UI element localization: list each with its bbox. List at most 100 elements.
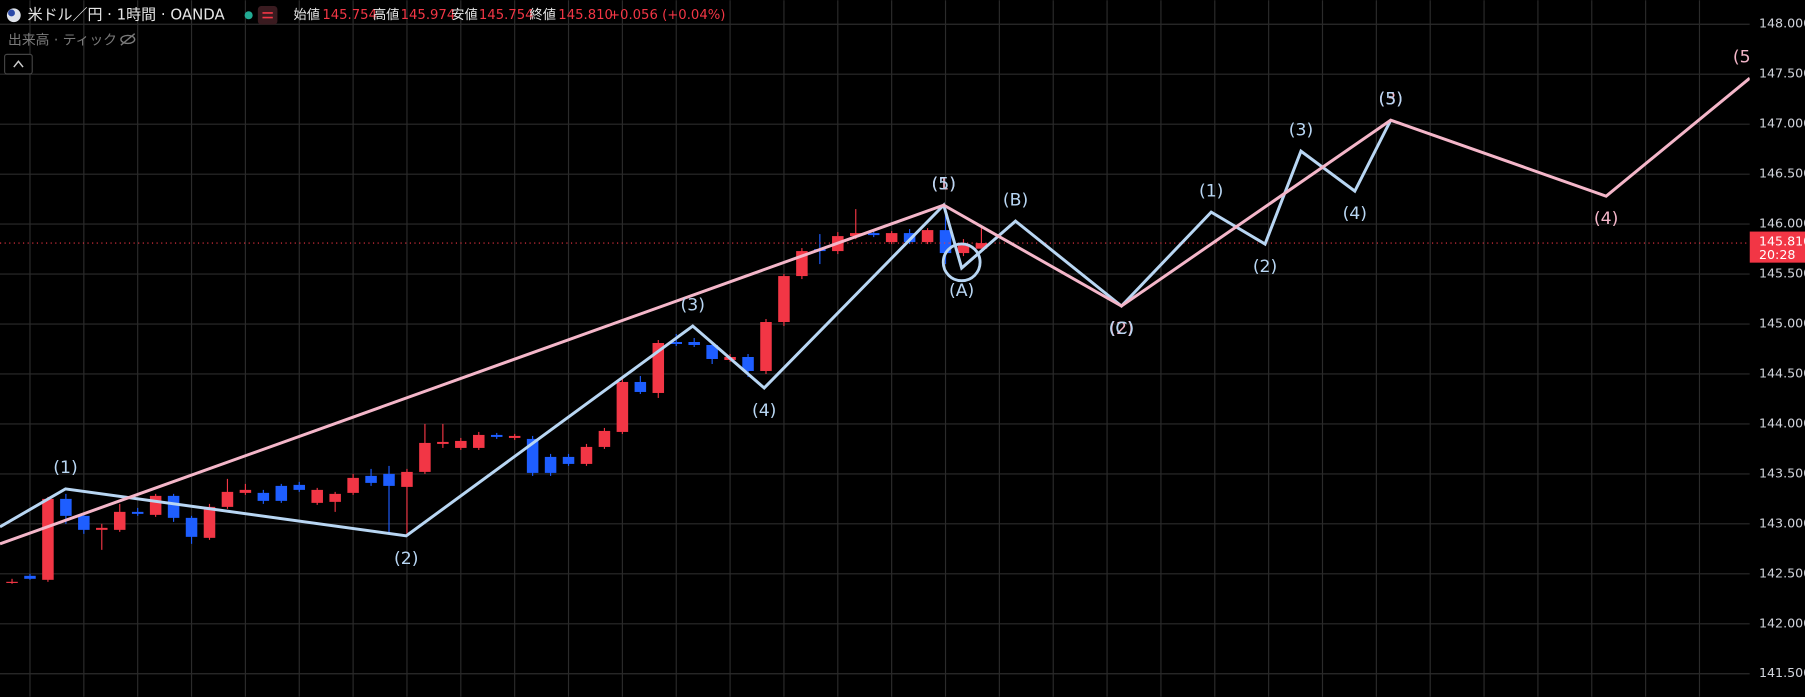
y-tick-label: 144.500 (1759, 365, 1805, 380)
highlight-ring (941, 242, 982, 283)
y-tick-label: 148.000 (1759, 16, 1805, 31)
candle-body (149, 495, 162, 515)
candle-body (580, 446, 593, 464)
candle-body (742, 356, 754, 371)
high-value: 145.974 (401, 8, 456, 23)
wave-label: (2) (1253, 257, 1277, 277)
candle-body (473, 434, 485, 448)
candle-body (24, 575, 36, 579)
candle-body (670, 342, 682, 345)
y-tick-label: 143.500 (1759, 465, 1805, 480)
candle-body (419, 442, 431, 472)
flag-icon (8, 9, 15, 17)
wave-label: (5) (931, 174, 955, 194)
candle-body (939, 230, 952, 254)
low-value: 145.754 (479, 8, 534, 23)
candle-body (6, 581, 18, 583)
wave-label: (3) (1378, 89, 1402, 109)
y-tick-label: 141.500 (1759, 665, 1805, 680)
wave-label: (4) (752, 401, 776, 421)
candle-body (401, 471, 413, 487)
wave-label: (1) (1199, 181, 1223, 201)
close-label: 終値 (530, 7, 556, 23)
candle-body (293, 484, 306, 490)
wave-label: (A) (949, 281, 974, 301)
hide-icon[interactable] (120, 33, 136, 46)
candle-body (60, 498, 72, 516)
collapse-icon (13, 60, 24, 68)
open-value: 145.754 (322, 8, 377, 23)
candle-body (329, 493, 341, 502)
candle-body (849, 233, 862, 237)
candle-body (796, 251, 808, 277)
status-dot (244, 11, 253, 20)
candle-body (616, 381, 629, 432)
change: +0.056 (+0.04%) (609, 8, 726, 23)
wave-line (0, 77, 1751, 546)
high-label: 高値 (373, 6, 399, 23)
candle-body (508, 435, 521, 438)
candle-body (437, 441, 449, 444)
candle-body (652, 343, 665, 393)
candle-body (365, 475, 377, 483)
session-icon (262, 12, 273, 19)
candle-body (957, 245, 970, 254)
candle-body (598, 430, 611, 447)
candle-body (903, 233, 916, 243)
plot: (1)(2)(3)(4)(5)(1)(2)(3)(4)(5)(A)(B)(C)(… (0, 47, 1757, 584)
candle-body (167, 495, 180, 518)
y-tick-label: 145.500 (1759, 266, 1805, 281)
wave-label: (2) (394, 549, 418, 569)
y-tick-label: 145.000 (1759, 316, 1805, 331)
candle-body (185, 517, 198, 537)
candle-body (78, 515, 90, 530)
wave-label: (B) (1003, 190, 1028, 210)
candle-body (544, 456, 557, 473)
candle-body (634, 381, 647, 392)
candle-body (311, 489, 323, 503)
wave-label: (2) (1109, 319, 1133, 339)
candle-body (96, 527, 108, 530)
candle-body (221, 491, 234, 507)
candle-body (347, 477, 359, 493)
candle-body (526, 438, 539, 473)
grid (0, 0, 1750, 697)
volume-label[interactable]: 出来高 · ティック (8, 32, 117, 49)
price-tag (1749, 231, 1805, 263)
collapse-button[interactable] (4, 53, 33, 75)
candle-body (688, 342, 700, 346)
candle-body (257, 492, 270, 501)
candle-body (113, 511, 126, 530)
wave-label: (4) (1594, 209, 1618, 229)
y-tick-label: 146.500 (1759, 166, 1805, 181)
wave-label: (3) (1289, 120, 1313, 140)
candle-body (239, 489, 252, 493)
wave-label: (3) (681, 295, 705, 315)
candle-body (131, 511, 144, 514)
candle-body (760, 322, 772, 371)
candle-body (975, 243, 988, 249)
candle-body (867, 233, 880, 236)
wave-line (0, 119, 1393, 538)
candle-body (42, 498, 54, 580)
y-tick-label: 143.000 (1759, 515, 1805, 530)
wave-label: (C) (1109, 319, 1135, 339)
close-value: 145.810 (558, 8, 613, 23)
candle-body (778, 276, 790, 323)
symbol[interactable]: 米ドル／円 · 1時間 · OANDA (28, 6, 226, 24)
low-label: 安値 (451, 7, 477, 23)
session-icon (257, 6, 278, 25)
y-tick-label: 147.000 (1759, 116, 1805, 131)
wave-label: (5) (1378, 89, 1402, 109)
y-tick-label: 142.000 (1759, 615, 1805, 630)
y-tick-label: 147.500 (1759, 66, 1805, 81)
y-tick-label: 146.000 (1759, 216, 1805, 231)
price-tag-countdown: 20:28 (1759, 247, 1795, 262)
candle-body (490, 434, 503, 437)
wave-label: (1) (931, 174, 955, 194)
candle-body (921, 230, 934, 243)
y-tick-label: 142.500 (1759, 565, 1805, 580)
candle-body (455, 440, 467, 448)
